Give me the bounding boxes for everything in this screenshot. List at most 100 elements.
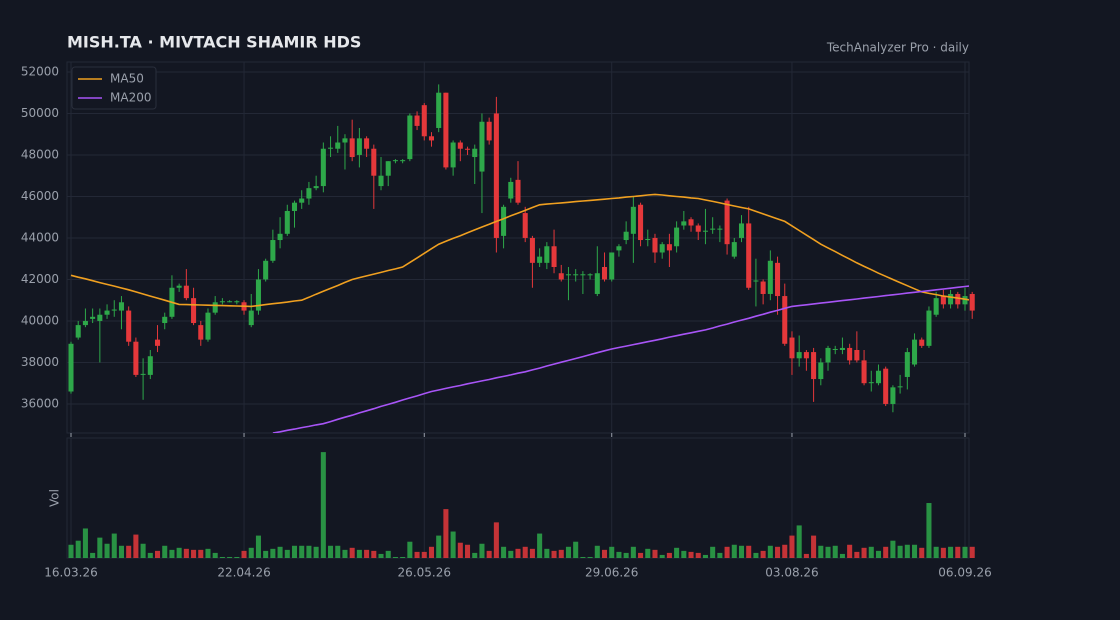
candle-body [407, 115, 413, 160]
candle-body [371, 148, 377, 176]
volume-bar [140, 543, 146, 558]
candle-body [933, 298, 939, 315]
volume-bar [457, 542, 463, 558]
volume-bar [154, 550, 161, 558]
volume-bar [212, 552, 218, 558]
volume-bar [630, 546, 636, 558]
volume-bar [118, 545, 124, 558]
volume-bar [537, 533, 543, 558]
volume-bar [493, 522, 499, 558]
volume-bar [299, 545, 305, 558]
volume-bar [104, 543, 110, 558]
candle-body [479, 121, 485, 172]
candle-body [472, 148, 478, 158]
candle-body [400, 160, 406, 162]
x-tick-label: 29.06.26 [585, 566, 638, 580]
volume-bar [623, 552, 629, 558]
candle-body [255, 279, 261, 311]
candle-body [782, 296, 788, 344]
volume-bar [580, 556, 586, 558]
volume-bar [897, 545, 903, 558]
candle-body [645, 238, 651, 241]
candle-body [162, 316, 168, 324]
volume-bar [875, 550, 882, 558]
candle-body [868, 382, 874, 384]
candle-body [890, 387, 896, 404]
volume-bar [450, 531, 456, 558]
candle-body [342, 138, 348, 143]
volume-bar [558, 549, 564, 558]
volume-bar [573, 541, 579, 558]
candle-body [796, 352, 802, 359]
candle-body [436, 92, 442, 128]
volume-bar [255, 535, 261, 558]
volume-bar [90, 552, 96, 558]
volume-bar [782, 544, 788, 558]
candle-body [710, 228, 716, 230]
volume-bar [746, 545, 752, 558]
volume-bar [738, 545, 745, 558]
candle-body [731, 242, 737, 257]
volume-bar [616, 551, 622, 558]
candle-body [176, 285, 182, 288]
candle-body [356, 138, 362, 155]
candle-body [544, 246, 550, 263]
volume-bar [609, 546, 615, 558]
volume-bar [652, 549, 658, 558]
candle-body [154, 339, 161, 346]
volume-bar [767, 545, 773, 558]
ma-line [70, 193, 969, 308]
volume-bar [320, 452, 326, 558]
candle-body [724, 200, 730, 245]
candle-body [328, 147, 334, 149]
candle-body [90, 316, 96, 319]
candle-body [493, 113, 499, 238]
y-tick-label: 50000 [21, 106, 59, 120]
volume-bar [371, 550, 377, 558]
volume-bar [356, 549, 362, 558]
legend-label: MA200 [110, 91, 151, 105]
volume-bar [760, 550, 766, 558]
candle-body [421, 105, 427, 137]
volume-bar [753, 552, 759, 558]
volume-bar [717, 552, 723, 558]
volume-bar [529, 548, 535, 558]
candle-body [912, 339, 918, 365]
candle-body [335, 142, 341, 149]
candle-body [623, 231, 629, 241]
candle-body [392, 160, 398, 162]
candle-body [587, 274, 593, 276]
volume-bar [832, 545, 838, 558]
volume-bar [919, 547, 925, 558]
volume-bar [522, 546, 528, 558]
volume-bar [68, 544, 74, 558]
candle-body [537, 256, 543, 263]
candle-body [926, 310, 932, 346]
volume-bar [284, 549, 290, 558]
candle-body [313, 186, 319, 189]
volume-bar [702, 554, 708, 558]
volume-bar [601, 549, 608, 558]
candle-body [803, 352, 809, 359]
candle-body [306, 188, 312, 199]
volume-bar [176, 547, 182, 558]
candle-body [118, 302, 124, 311]
volume-bar [551, 550, 557, 558]
volume-bar [695, 552, 701, 558]
candle-body [609, 252, 615, 280]
candle-body [962, 296, 968, 305]
candle-body [320, 148, 326, 187]
volume-bar [587, 556, 593, 558]
candle-body [789, 337, 795, 359]
volume-bar [407, 541, 413, 558]
volume-bar [847, 544, 853, 558]
volume-bar [335, 545, 341, 558]
candle-body [486, 121, 492, 141]
volume-bar [775, 546, 781, 558]
candle-body [508, 181, 514, 199]
ma-lines [70, 193, 969, 433]
candle-body [270, 240, 276, 261]
y-tick-label: 40000 [21, 313, 59, 327]
candle-body [349, 138, 355, 158]
y-tick-label: 52000 [21, 64, 59, 78]
